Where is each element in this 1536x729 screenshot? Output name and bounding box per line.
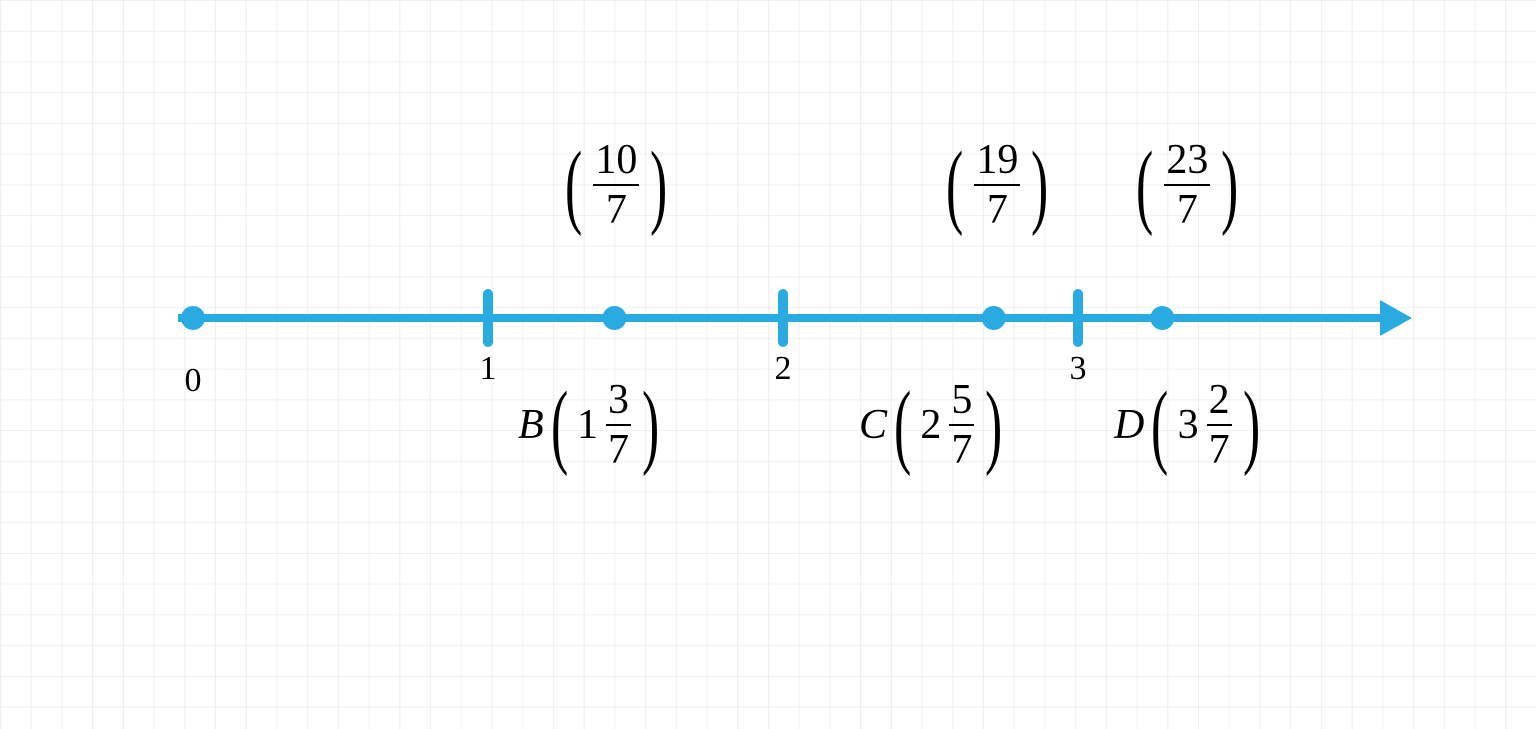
tick-label-0: 0	[185, 362, 202, 399]
frac-num: 10	[593, 139, 639, 181]
tick-label-1: 1	[480, 350, 497, 387]
paren-close-icon: )	[1243, 378, 1260, 472]
paren-open-icon: (	[565, 138, 582, 232]
point-B-dot	[602, 306, 626, 330]
frac-num: 5	[949, 379, 974, 421]
paren-open-icon: (	[1151, 378, 1168, 472]
frac-num: 23	[1164, 139, 1210, 181]
point-letter-C: C	[859, 404, 887, 446]
frac-bar	[1207, 424, 1232, 426]
mixed-whole: 1	[577, 404, 598, 446]
paren-open-icon: (	[1136, 138, 1153, 232]
label-above-C: ( 19 7 )	[939, 138, 1056, 232]
label-below-B: B ( 1 3 7 )	[518, 378, 666, 472]
mixed-whole: 2	[920, 404, 941, 446]
frac-den: 7	[606, 429, 631, 471]
frac-bar	[974, 184, 1020, 186]
label-above-B: ( 10 7 )	[558, 138, 675, 232]
frac-bar	[949, 424, 974, 426]
frac-bar	[1164, 184, 1210, 186]
frac-den: 7	[985, 189, 1010, 231]
tick-label-3: 3	[1070, 350, 1087, 387]
point-C-dot	[982, 306, 1006, 330]
paren-close-icon: )	[1031, 138, 1048, 232]
frac-num: 19	[974, 139, 1020, 181]
paren-close-icon: )	[1221, 138, 1238, 232]
frac-num: 3	[606, 379, 631, 421]
label-below-D: D ( 3 2 7 )	[1114, 378, 1267, 472]
tick-label-2: 2	[775, 350, 792, 387]
mixed-whole: 3	[1178, 404, 1199, 446]
frac-bar	[593, 184, 639, 186]
point-D-dot	[1150, 306, 1174, 330]
point-letter-B: B	[518, 404, 544, 446]
frac-den: 7	[1207, 429, 1232, 471]
paren-open-icon: (	[894, 378, 911, 472]
paren-close-icon: )	[985, 378, 1002, 472]
frac-den: 7	[1175, 189, 1200, 231]
frac-bar	[606, 424, 631, 426]
number-line-svg: 0 1 2 3	[0, 0, 1536, 729]
paren-open-icon: (	[551, 378, 568, 472]
label-below-C: C ( 2 5 7 )	[859, 378, 1010, 472]
frac-den: 7	[604, 189, 629, 231]
origin-dot	[181, 306, 205, 330]
frac-den: 7	[949, 429, 974, 471]
paren-open-icon: (	[946, 138, 963, 232]
frac-num: 2	[1207, 379, 1232, 421]
paren-close-icon: )	[642, 378, 659, 472]
paren-close-icon: )	[650, 138, 667, 232]
point-letter-D: D	[1114, 404, 1144, 446]
label-above-D: ( 23 7 )	[1129, 138, 1246, 232]
axis-arrowhead	[1380, 300, 1412, 336]
